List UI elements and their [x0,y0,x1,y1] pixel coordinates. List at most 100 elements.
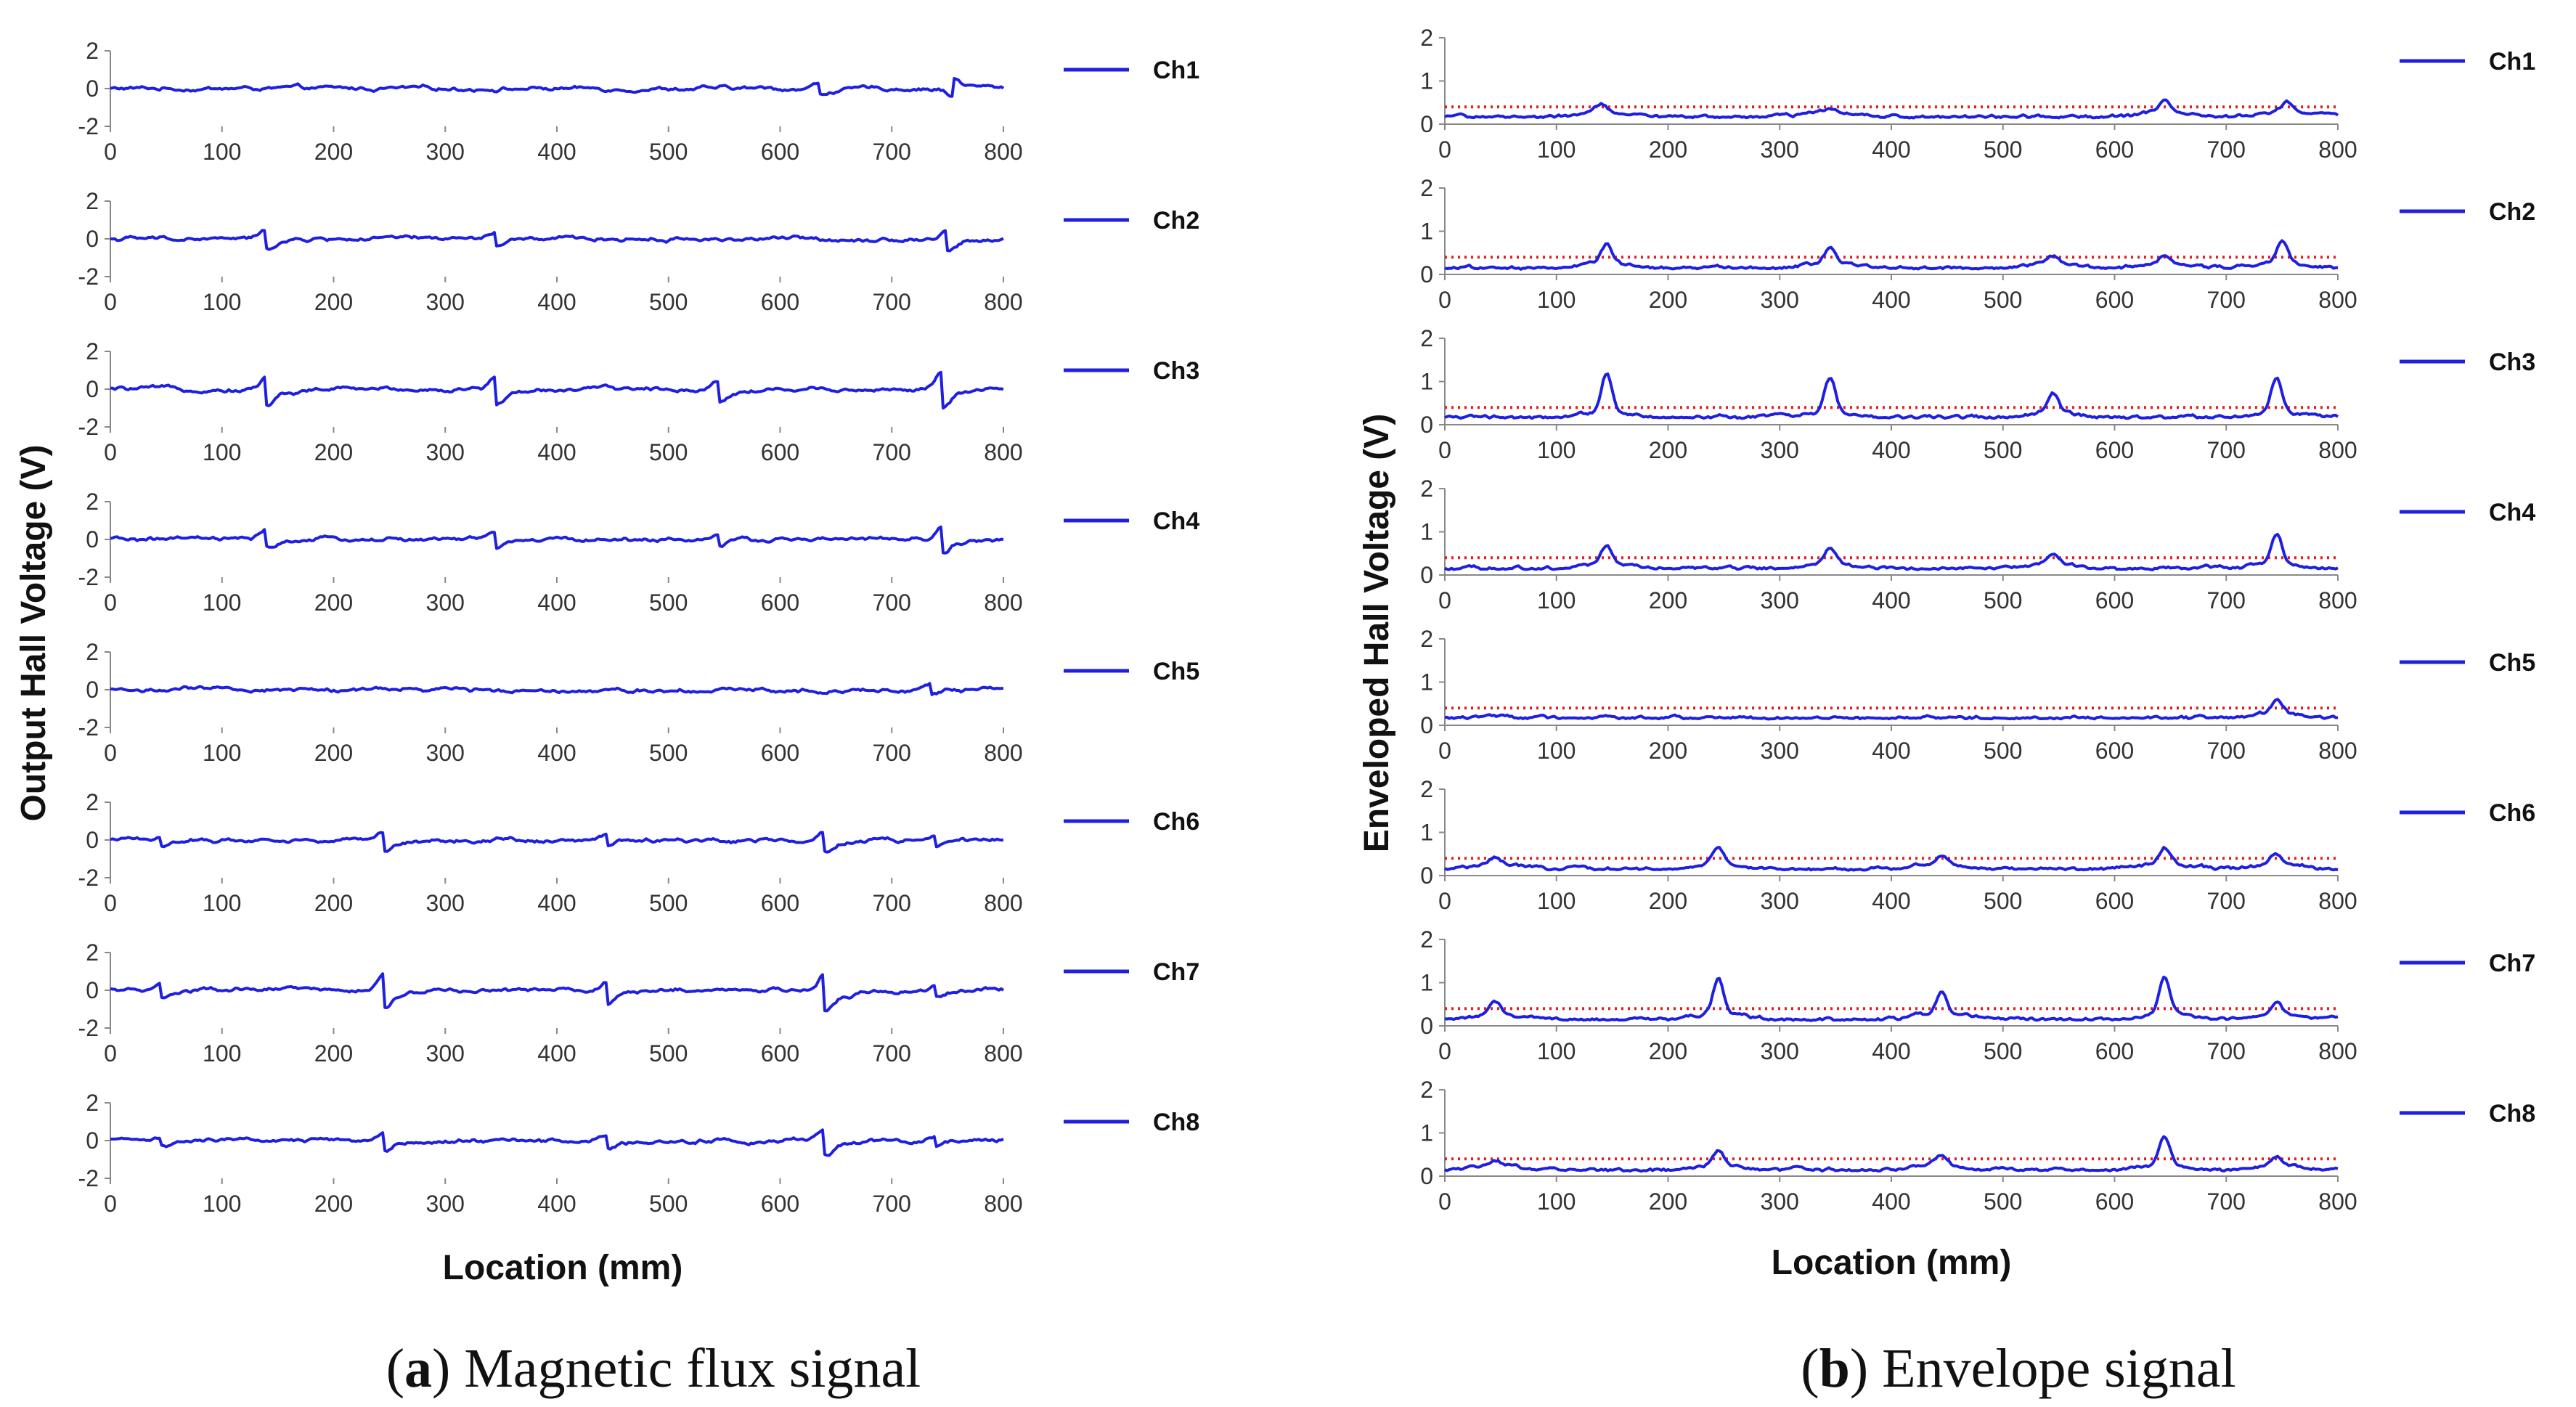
x-tick-label: 800 [984,1191,1022,1217]
panel-b-envelope: Enveloped Hall Voltage (V) Location (mm)… [1358,25,2535,1282]
x-tick-label: 200 [314,1191,353,1217]
x-tick-label: 100 [1537,888,1576,914]
series-line-ch5 [110,682,1004,696]
x-tick-label: 200 [1649,1188,1687,1215]
x-tick-label: 800 [984,1040,1022,1067]
series-line-ch8 [110,1128,1004,1157]
x-tick-label: 800 [984,289,1022,315]
x-tick-label: 600 [761,439,799,465]
y-tick-label: -2 [78,264,99,290]
x-tick-label: 500 [1984,738,2022,764]
x-tick-label: 0 [104,1191,117,1217]
series-line-ch4 [1444,533,2339,571]
x-tick-label: 700 [873,289,911,315]
x-tick-label: 200 [314,740,353,766]
x-tick-label: 300 [1761,738,1799,764]
panel-b-y-axis-label: Enveloped Hall Voltage (V) [1358,414,1396,853]
x-tick-label: 600 [761,139,799,165]
x-tick-label: 500 [649,439,688,465]
y-tick-label: 0 [86,226,99,252]
x-tick-label: 300 [426,1191,465,1217]
x-tick-label: 600 [761,740,799,766]
y-tick-label: 0 [1420,1163,1433,1189]
y-tick-label: 2 [1420,175,1433,201]
x-tick-label: 100 [203,1191,241,1217]
legend-label: Ch5 [1153,658,1199,685]
y-tick-label: -2 [78,865,99,891]
y-tick-label: 0 [86,76,99,102]
y-tick-label: 0 [86,977,99,1003]
x-tick-label: 700 [2207,1188,2246,1215]
series-line-ch7 [110,972,1005,1013]
x-tick-label: 100 [1537,287,1576,313]
x-tick-label: 800 [2318,1038,2357,1064]
x-tick-label: 200 [314,439,353,465]
x-tick-label: 0 [1438,738,1451,764]
y-tick-label: 1 [1420,1120,1433,1146]
legend-label: Ch3 [1153,357,1199,385]
y-tick-label: 0 [86,526,99,552]
y-tick-label: 0 [1420,111,1433,137]
x-tick-label: 200 [1649,287,1687,313]
y-tick-label: -2 [78,113,99,139]
x-tick-label: 300 [1761,587,1799,613]
x-tick-label: 600 [2095,136,2134,163]
x-tick-label: 400 [537,590,576,616]
x-tick-label: 0 [104,590,117,616]
x-tick-label: 500 [1984,136,2022,163]
series-line-ch1 [1444,98,2339,120]
x-tick-label: 100 [1537,136,1576,163]
x-tick-label: 600 [2095,888,2134,914]
x-tick-label: 400 [537,1040,576,1067]
x-tick-label: 600 [761,1040,799,1067]
x-tick-label: 600 [761,890,799,916]
panel-a-x-axis-label: Location (mm) [443,1249,683,1287]
x-tick-label: 700 [2207,437,2246,463]
x-tick-label: 200 [314,139,353,165]
x-tick-label: 100 [1537,1038,1576,1064]
x-tick-label: 800 [984,890,1022,916]
x-tick-label: 800 [984,139,1022,165]
y-tick-label: -2 [78,564,99,590]
x-tick-label: 500 [1984,888,2022,914]
x-tick-label: 0 [1438,1188,1451,1215]
y-tick-label: 1 [1420,820,1433,846]
legend-label: Ch2 [1153,207,1199,234]
x-tick-label: 500 [1984,1188,2022,1215]
y-tick-label: 2 [86,1090,99,1116]
series-line-ch3 [110,370,1004,410]
x-tick-label: 700 [873,139,911,165]
series-line-ch4 [110,525,1004,555]
x-tick-label: 400 [1872,1038,1910,1064]
x-tick-label: 300 [426,439,465,465]
x-tick-label: 700 [2207,738,2246,764]
legend-label: Ch3 [2489,348,2535,376]
series-line-ch6 [110,831,1004,854]
x-tick-label: 800 [2318,888,2357,914]
x-tick-label: 400 [537,890,576,916]
x-tick-label: 200 [314,590,353,616]
x-tick-label: 700 [2207,888,2246,914]
x-tick-label: 300 [426,590,465,616]
x-tick-label: 400 [1872,1188,1910,1215]
x-tick-label: 0 [1438,1038,1451,1064]
panel-a-y-axis-label: Output Hall Voltage (V) [15,444,53,821]
legend-label: Ch6 [2489,799,2535,827]
x-tick-label: 700 [873,1191,911,1217]
x-tick-label: 600 [2095,1188,2134,1215]
y-tick-label: 1 [1420,219,1433,245]
legend-label: Ch4 [1153,507,1199,535]
legend-label: Ch8 [2489,1100,2535,1127]
y-tick-label: 0 [86,1127,99,1154]
x-tick-label: 800 [2318,587,2357,613]
x-tick-label: 600 [2095,1038,2134,1064]
